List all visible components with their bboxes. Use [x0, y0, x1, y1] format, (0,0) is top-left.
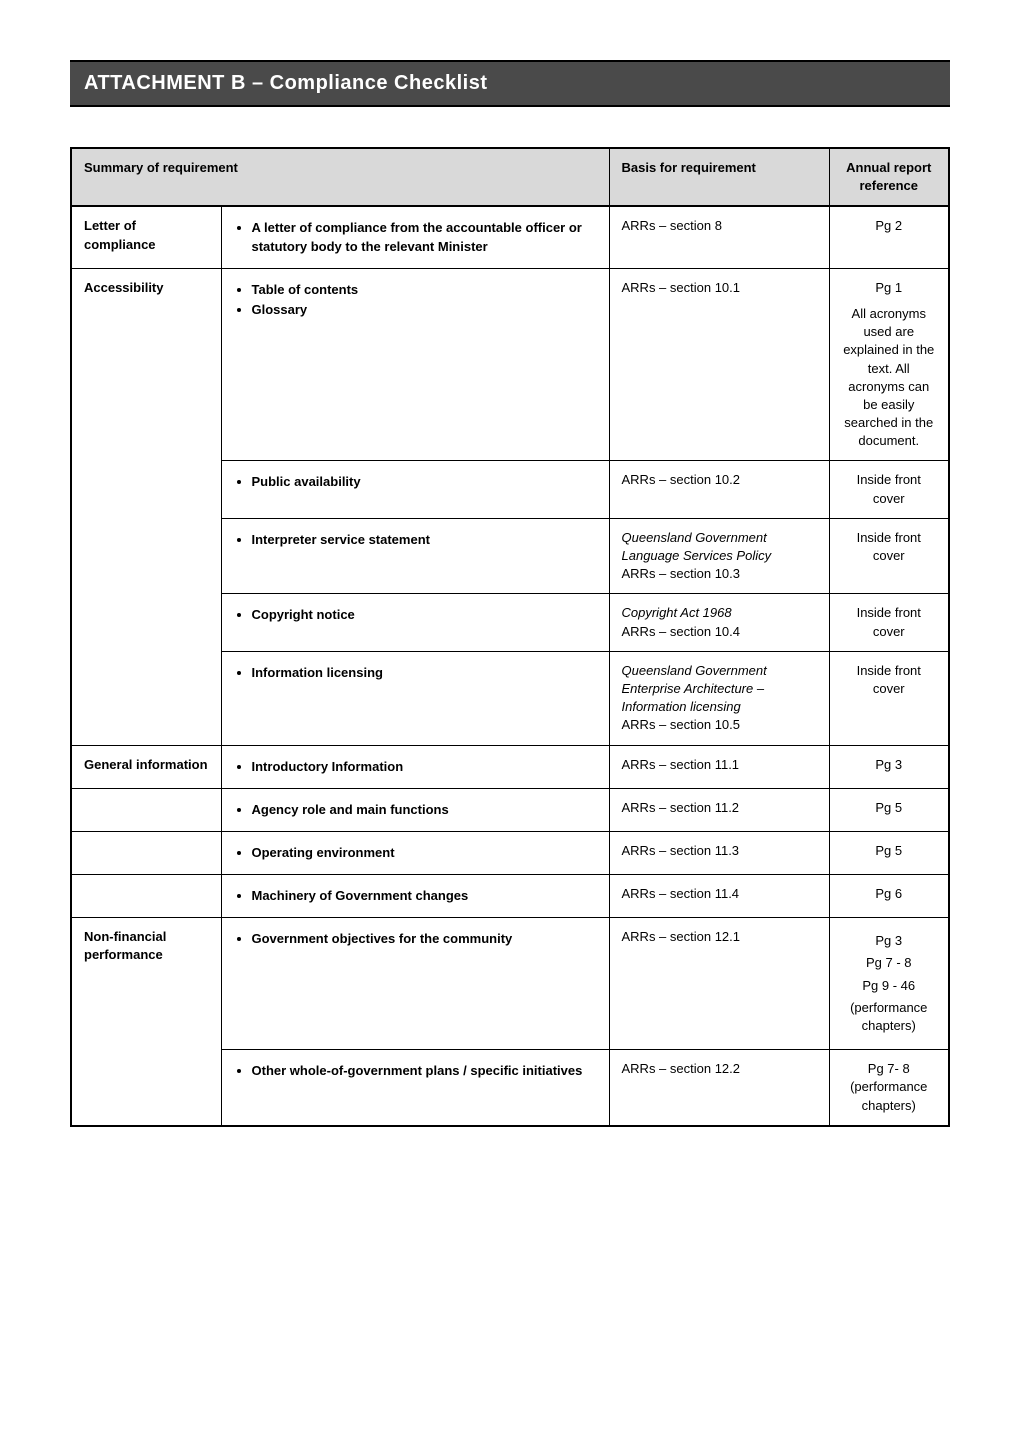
basis-cell: Queensland Government Enterprise Archite…	[609, 651, 829, 745]
requirement-cell: Information licensing	[221, 651, 609, 745]
basis-cell: ARRs – section 11.3	[609, 831, 829, 874]
requirement-cell: Public availability	[221, 461, 609, 518]
reference-cell: Inside front cover	[829, 518, 949, 594]
requirement-item: Agency role and main functions	[252, 801, 597, 819]
category-cell: Letter of compliance	[71, 206, 221, 268]
basis-cell: ARRs – section 11.4	[609, 875, 829, 918]
requirement-item: Machinery of Government changes	[252, 887, 597, 905]
requirement-cell: Copyright notice	[221, 594, 609, 651]
basis-cell: Queensland Government Language Services …	[609, 518, 829, 594]
requirement-cell: Government objectives for the community	[221, 918, 609, 1050]
reference-cell: Pg 7- 8 (performance chapters)	[829, 1050, 949, 1126]
requirement-item: Table of contents	[252, 281, 597, 299]
reference-cell: Inside front cover	[829, 461, 949, 518]
th-summary: Summary of requirement	[71, 148, 609, 206]
reference-cell: Pg 3Pg 7 - 8Pg 9 - 46(performance chapte…	[829, 918, 949, 1050]
requirement-item: Government objectives for the community	[252, 930, 597, 948]
requirement-cell: Other whole-of-government plans / specif…	[221, 1050, 609, 1126]
reference-cell: Pg 5	[829, 831, 949, 874]
reference-cell: Pg 1All acronyms used are explained in t…	[829, 268, 949, 461]
category-cell	[71, 788, 221, 831]
basis-cell: ARRs – section 12.1	[609, 918, 829, 1050]
reference-cell: Pg 5	[829, 788, 949, 831]
category-cell: Non-financial performance	[71, 918, 221, 1126]
requirement-item: Glossary	[252, 301, 597, 319]
basis-cell: ARRs – section 11.1	[609, 745, 829, 788]
requirement-cell: Table of contents Glossary	[221, 268, 609, 461]
requirement-item: Information licensing	[252, 664, 597, 682]
reference-cell: Pg 3	[829, 745, 949, 788]
requirement-item: Copyright notice	[252, 606, 597, 624]
requirement-item: Introductory Information	[252, 758, 597, 776]
requirement-item: Public availability	[252, 473, 597, 491]
page-header: ATTACHMENT B – Compliance Checklist	[70, 60, 950, 107]
reference-cell: Pg 6	[829, 875, 949, 918]
basis-cell: ARRs – section 12.2	[609, 1050, 829, 1126]
reference-cell: Pg 2	[829, 206, 949, 268]
compliance-table: Summary of requirement Basis for require…	[70, 147, 950, 1127]
requirement-cell: Interpreter service statement	[221, 518, 609, 594]
basis-cell: ARRs – section 11.2	[609, 788, 829, 831]
th-basis: Basis for requirement	[609, 148, 829, 206]
requirement-cell: Machinery of Government changes	[221, 875, 609, 918]
requirement-item: Operating environment	[252, 844, 597, 862]
basis-cell: ARRs – section 8	[609, 206, 829, 268]
reference-cell: Inside front cover	[829, 594, 949, 651]
requirement-cell: Agency role and main functions	[221, 788, 609, 831]
requirement-cell: Operating environment	[221, 831, 609, 874]
category-cell: Accessibility	[71, 268, 221, 745]
requirement-item: A letter of compliance from the accounta…	[252, 219, 597, 255]
category-cell	[71, 875, 221, 918]
reference-cell: Inside front cover	[829, 651, 949, 745]
th-ref: Annual report reference	[829, 148, 949, 206]
basis-cell: ARRs – section 10.1	[609, 268, 829, 461]
basis-cell: ARRs – section 10.2	[609, 461, 829, 518]
requirement-item: Other whole-of-government plans / specif…	[252, 1062, 597, 1080]
category-cell: General information	[71, 745, 221, 788]
basis-cell: Copyright Act 1968ARRs – section 10.4	[609, 594, 829, 651]
category-cell	[71, 831, 221, 874]
requirement-cell: A letter of compliance from the accounta…	[221, 206, 609, 268]
requirement-item: Interpreter service statement	[252, 531, 597, 549]
requirement-cell: Introductory Information	[221, 745, 609, 788]
